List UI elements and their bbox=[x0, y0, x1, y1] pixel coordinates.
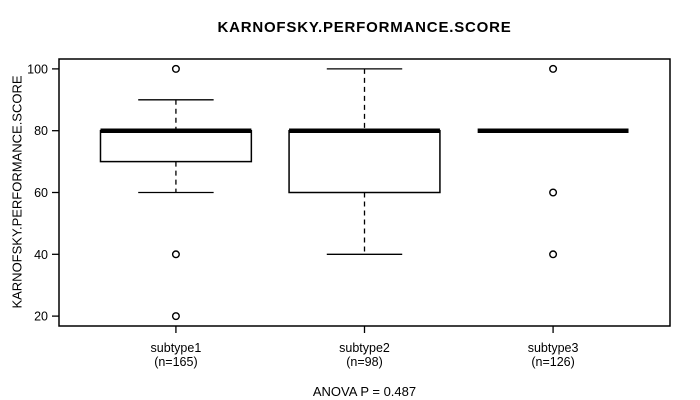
outlier-point bbox=[171, 250, 180, 259]
x-category-label: subtype2 bbox=[339, 341, 390, 355]
outlier-point bbox=[549, 250, 558, 259]
y-tick-label: 80 bbox=[34, 124, 48, 138]
x-category-label: subtype1 bbox=[151, 341, 202, 355]
chart-title: KARNOFSKY.PERFORMANCE.SCORE bbox=[217, 19, 512, 36]
box-iqr bbox=[99, 129, 253, 163]
outlier-point bbox=[549, 188, 558, 197]
box-iqr bbox=[288, 129, 441, 194]
x-category-sublabel: (n=165) bbox=[154, 355, 197, 369]
outlier-point bbox=[549, 64, 558, 73]
y-tick-label: 60 bbox=[34, 186, 48, 200]
x-category-label: subtype3 bbox=[528, 341, 579, 355]
x-category-sublabel: (n=98) bbox=[346, 355, 382, 369]
anova-annotation: ANOVA P = 0.487 bbox=[312, 384, 417, 399]
outlier-point bbox=[171, 64, 180, 73]
y-tick-label: 40 bbox=[34, 248, 48, 262]
x-category-sublabel: (n=126) bbox=[531, 355, 574, 369]
y-tick-label: 20 bbox=[34, 310, 48, 324]
y-tick-label: 100 bbox=[27, 62, 48, 76]
outlier-point bbox=[171, 312, 180, 321]
